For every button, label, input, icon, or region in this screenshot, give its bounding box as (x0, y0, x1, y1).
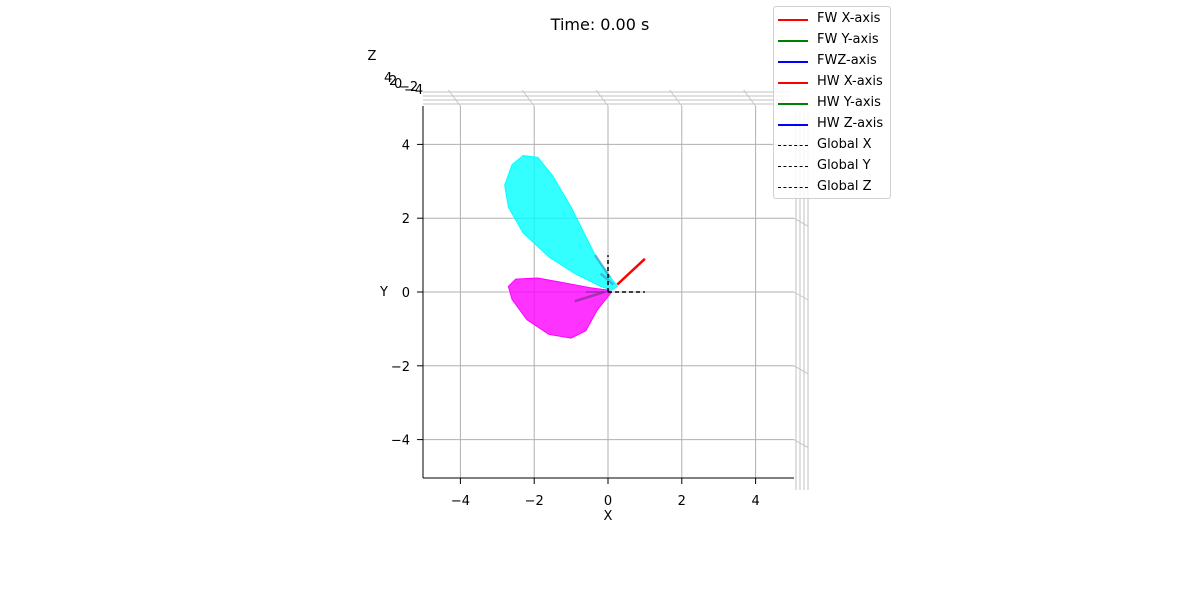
x-tick-label: −2 (525, 494, 544, 509)
grid-stub-top (521, 89, 535, 107)
legend-swatch (778, 187, 808, 188)
legend-item: HW Y-axis (778, 93, 890, 114)
grid-stub-top (447, 89, 461, 107)
legend-label: HW Z-axis (817, 116, 884, 131)
z-tick-label: 0 (394, 77, 402, 92)
legend-item: Global Y (778, 156, 890, 177)
legend-label: FWZ-axis (817, 53, 877, 68)
x-tick-label: 0 (604, 494, 612, 509)
forewing-vein (594, 254, 611, 278)
grid-stub-top (743, 89, 756, 107)
y-axis-label: Y (379, 285, 388, 300)
legend-item: FW X-axis (778, 9, 890, 30)
legend-swatch (778, 124, 808, 126)
hindwing-surface (507, 277, 613, 339)
legend-item: Global X (778, 135, 890, 156)
chart-title: Time: 0.00 s (550, 15, 650, 34)
y-tick-label: 2 (402, 212, 410, 227)
legend-item: Global Z (778, 177, 890, 198)
forewing-surface (504, 154, 618, 291)
legend-swatch (778, 40, 808, 42)
legend-label: Global X (817, 137, 872, 152)
legend-label: Global Y (817, 158, 871, 173)
legend-swatch (778, 166, 808, 167)
legend-item: FW Y-axis (778, 30, 890, 51)
legend-swatch (778, 61, 808, 63)
x-tick-label: −4 (451, 494, 470, 509)
x-axis-label: X (604, 509, 613, 524)
grid-stub-top (669, 89, 683, 107)
legend-label: FW Y-axis (817, 32, 879, 47)
forewing-vein (599, 272, 615, 286)
y-tick-label: 0 (402, 286, 410, 301)
z-tick-label: 2 (389, 74, 397, 89)
wing-surfaces (504, 154, 618, 339)
series-lines (607, 255, 646, 293)
legend-item: HW Z-axis (778, 114, 890, 135)
legend-swatch (778, 103, 808, 105)
y-tick-label: −4 (391, 434, 410, 449)
legend: FW X-axis FW Y-axis FWZ-axis HW X-axis HW Y-… (773, 6, 891, 199)
legend-label: Global Z (817, 179, 872, 194)
legend-swatch (778, 82, 808, 84)
hindwing-vein (574, 290, 605, 303)
legend-item: HW X-axis (778, 72, 890, 93)
axis-pane-edges (422, 91, 809, 490)
legend-label: HW Y-axis (817, 95, 881, 110)
grid-stub-top (595, 89, 609, 107)
legend-label: FW X-axis (817, 11, 881, 26)
series-fw-x-axis (616, 257, 646, 286)
z-tick-label: 4 (384, 71, 392, 86)
x-tick-label: 4 (751, 494, 759, 509)
z-axis-label: Z (368, 49, 377, 64)
y-tick-label: −2 (391, 360, 410, 375)
z-tick-label: −4 (404, 83, 423, 98)
legend-swatch (778, 145, 808, 146)
y-tick-label: 4 (402, 138, 410, 153)
legend-swatch (778, 19, 808, 21)
legend-label: HW X-axis (817, 74, 883, 89)
x-tick-label: 2 (678, 494, 686, 509)
z-tick-label: −2 (399, 80, 418, 95)
legend-item: FWZ-axis (778, 51, 890, 72)
